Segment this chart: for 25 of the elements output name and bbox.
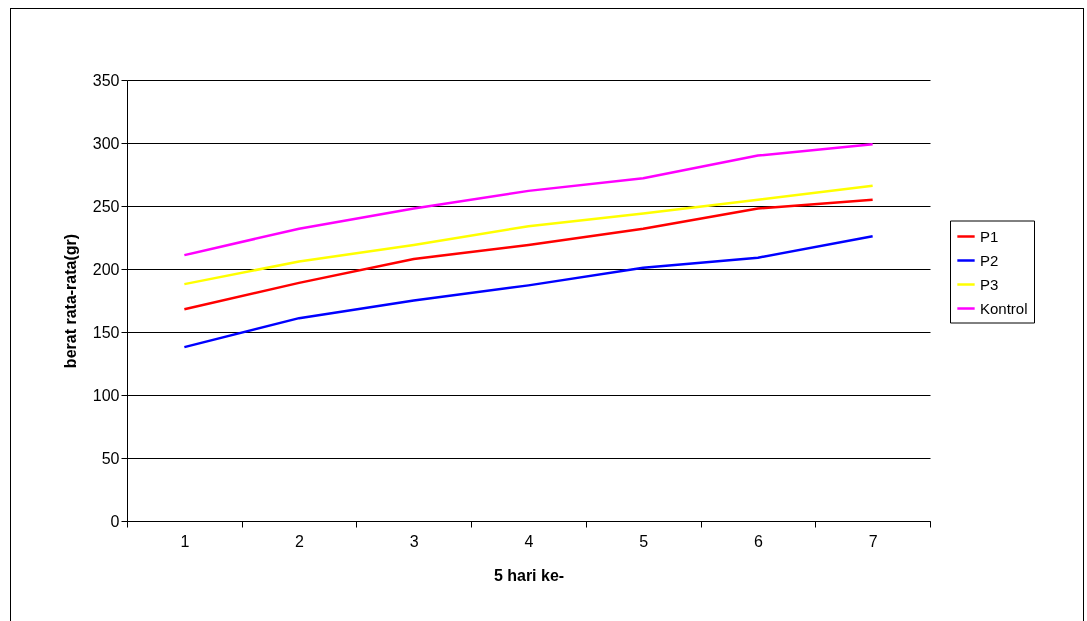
x-tick-label: 1 bbox=[180, 532, 190, 550]
y-tick-label: 50 bbox=[101, 449, 120, 467]
x-tick-label: 4 bbox=[524, 532, 534, 550]
line-series bbox=[183, 143, 874, 257]
legend-label: P1 bbox=[980, 227, 999, 245]
y-tick-label: 300 bbox=[92, 134, 120, 152]
y-tick-label: 150 bbox=[92, 323, 120, 341]
line-series bbox=[183, 198, 874, 311]
y-tick-label: 250 bbox=[92, 197, 120, 215]
legend-label: P2 bbox=[980, 251, 999, 269]
legend-label: P3 bbox=[980, 275, 999, 293]
line-series bbox=[183, 234, 874, 349]
y-tick-label: 200 bbox=[92, 260, 120, 278]
x-tick-label: 6 bbox=[753, 532, 763, 550]
y-tick-label: 100 bbox=[92, 386, 120, 404]
legend-label: Kontrol bbox=[980, 299, 1028, 317]
x-tick-label: 7 bbox=[868, 532, 878, 550]
y-tick-label: 350 bbox=[92, 71, 120, 89]
y-axis-title: berat rata-rata(gr) bbox=[61, 233, 79, 369]
y-tick-label: 0 bbox=[110, 512, 120, 530]
line-series bbox=[183, 184, 874, 286]
x-tick-label: 5 bbox=[639, 532, 649, 550]
x-tick-label: 3 bbox=[409, 532, 419, 550]
x-tick-label: 2 bbox=[295, 532, 305, 550]
x-axis-title: 5 hari ke- bbox=[493, 566, 565, 584]
